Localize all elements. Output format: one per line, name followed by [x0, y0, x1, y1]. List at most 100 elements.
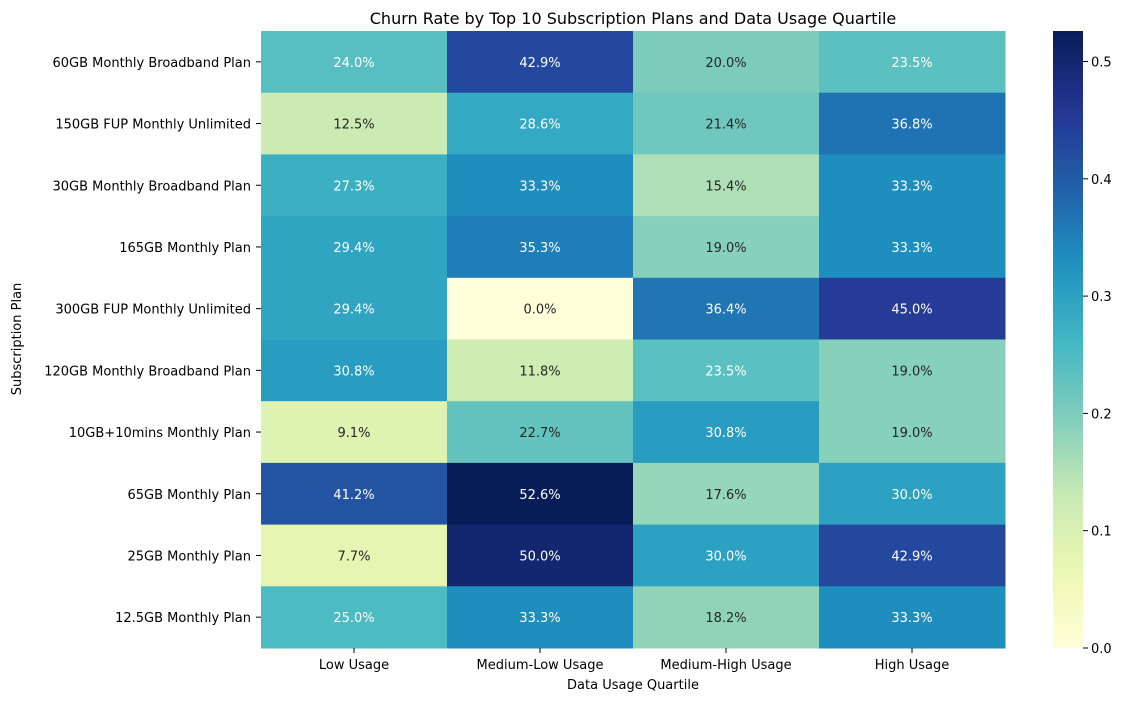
cell-value-label: 20.0% [705, 56, 746, 71]
heatmap-cell [261, 401, 448, 464]
heatmap-cell [633, 339, 820, 402]
heatmap-cell [261, 462, 448, 526]
cell-value-label: 18.2% [705, 611, 746, 626]
heatmap-cell [261, 154, 448, 217]
colorbar-tick-label: 0.1 [1091, 525, 1112, 540]
heatmap-cell [447, 401, 634, 464]
cell-value-label: 42.9% [519, 56, 560, 71]
y-tick-label: 60GB Monthly Broadband Plan [53, 56, 252, 71]
cell-value-label: 45.0% [891, 303, 932, 318]
heatmap-cell [819, 524, 1006, 587]
heatmap-cell [447, 277, 634, 340]
heatmap-cell [261, 216, 448, 279]
y-tick-label: 300GB FUP Monthly Unlimited [55, 303, 251, 318]
cell-value-label: 30.0% [891, 488, 932, 503]
cell-value-label: 28.6% [519, 118, 560, 133]
x-tick-label: Medium-Low Usage [477, 658, 604, 673]
y-tick-labels: 60GB Monthly Broadband Plan 150GB FUP Mon… [44, 56, 261, 626]
cell-value-label: 19.0% [891, 426, 932, 441]
heatmap-cell [819, 154, 1006, 217]
heatmap-cell [261, 277, 448, 340]
colorbar-tick-label: 0.4 [1091, 173, 1112, 188]
y-tick-label: 65GB Monthly Plan [127, 488, 251, 503]
cell-value-label: 19.0% [705, 241, 746, 256]
y-tick-label: 30GB Monthly Broadband Plan [53, 179, 252, 194]
cell-value-label: 23.5% [891, 56, 932, 71]
cell-value-label: 29.4% [333, 303, 374, 318]
heatmap-cell [261, 31, 448, 94]
heatmap-cell [633, 154, 820, 217]
heatmap-cell [819, 586, 1006, 649]
cell-value-label: 35.3% [519, 241, 560, 256]
cell-value-label: 9.1% [337, 426, 370, 441]
x-tick-labels: Low Usage Medium-Low Usage Medium-High Usa… [319, 648, 949, 673]
heatmap-cell [633, 524, 820, 587]
heatmap-cell [447, 339, 634, 402]
cell-value-label: 33.3% [891, 611, 932, 626]
cell-value-label: 12.5% [333, 118, 374, 133]
colorbar-gradient [1053, 31, 1083, 648]
cell-value-label: 30.8% [705, 426, 746, 441]
cell-value-label: 50.0% [519, 549, 560, 564]
heatmap-cell [447, 586, 634, 649]
heatmap-cell [633, 401, 820, 464]
y-tick-label: 25GB Monthly Plan [127, 549, 251, 564]
y-axis-label: Subscription Plan [10, 283, 25, 396]
colorbar-tick-label: 0.5 [1091, 55, 1112, 70]
y-tick-label: 10GB+10mins Monthly Plan [69, 426, 251, 441]
y-tick-label: 12.5GB Monthly Plan [115, 611, 251, 626]
cell-value-label: 24.0% [333, 56, 374, 71]
x-tick-label: Low Usage [319, 658, 389, 673]
heatmap-cell [633, 31, 820, 94]
heatmap-cell [447, 216, 634, 279]
heatmap-cell [447, 524, 634, 587]
heatmap-cell [633, 216, 820, 279]
cell-value-label: 23.5% [705, 364, 746, 379]
heatmap-cell [819, 216, 1006, 279]
heatmap-cell [633, 92, 820, 155]
cell-value-label: 17.6% [705, 488, 746, 503]
chart-title: Churn Rate by Top 10 Subscription Plans … [370, 9, 897, 28]
heatmap-cell [819, 277, 1006, 340]
cell-value-label: 22.7% [519, 426, 560, 441]
cell-value-label: 52.6% [519, 488, 560, 503]
heatmap-cell [261, 524, 448, 587]
y-tick-label: 120GB Monthly Broadband Plan [44, 364, 251, 379]
heatmap-cell [447, 462, 634, 526]
heatmap-cell [447, 31, 634, 94]
cell-value-label: 33.3% [519, 179, 560, 194]
cell-value-label: 33.3% [891, 179, 932, 194]
heatmap-cell [633, 586, 820, 649]
cell-value-label: 30.0% [705, 549, 746, 564]
y-tick-label: 150GB FUP Monthly Unlimited [55, 118, 251, 133]
heatmap-cell [261, 92, 448, 155]
x-axis-label: Data Usage Quartile [567, 678, 699, 693]
cell-value-label: 7.7% [337, 549, 370, 564]
cell-value-label: 25.0% [333, 611, 374, 626]
heatmap-cell [819, 92, 1006, 155]
heatmap-cells: 24.0% 42.9% 20.0% 23.5% 12.5% 28.6% 21.4% 36.8%… [261, 31, 1006, 649]
cell-value-label: 11.8% [519, 364, 560, 379]
colorbar-tick-label: 0.2 [1091, 407, 1112, 422]
cell-value-label: 33.3% [519, 611, 560, 626]
heatmap-cell [447, 154, 634, 217]
heatmap-cell [633, 462, 820, 526]
cell-value-label: 41.2% [333, 488, 374, 503]
cell-value-label: 15.4% [705, 179, 746, 194]
heatmap-cell [633, 277, 820, 340]
colorbar: 0.0 0.1 0.2 0.3 0.4 0.5 [1053, 31, 1112, 657]
heatmap-cell [819, 401, 1006, 464]
cell-value-label: 0.0% [523, 303, 556, 318]
cell-value-label: 19.0% [891, 364, 932, 379]
heatmap-cell [819, 462, 1006, 526]
heatmap-cell [819, 31, 1006, 94]
colorbar-tick-label: 0.3 [1091, 290, 1112, 305]
cell-value-label: 30.8% [333, 364, 374, 379]
heatmap-cell [261, 586, 448, 649]
y-tick-label: 165GB Monthly Plan [119, 241, 251, 256]
cell-value-label: 21.4% [705, 118, 746, 133]
heatmap-cell [261, 339, 448, 402]
x-tick-label: High Usage [875, 658, 950, 673]
